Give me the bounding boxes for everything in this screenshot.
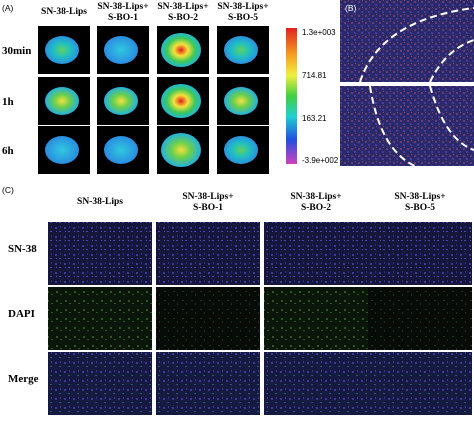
label-line: S-BO-2 (301, 203, 331, 213)
label-line: SN-38-Lips+ (157, 2, 208, 12)
boundary-line (359, 7, 474, 83)
panel-label: (B) (345, 3, 357, 13)
column-label: SN-38-Lips (41, 7, 87, 17)
row-label: DAPI (8, 308, 35, 320)
column-label: SN-38-Lips+ S-BO-2 (157, 2, 208, 23)
micrograph (264, 222, 368, 285)
row-label: Merge (8, 373, 39, 385)
boundary-line (369, 85, 416, 167)
column-label: SN-38-Lips+ S-BO-5 (394, 192, 445, 213)
label-line: SN-38-Lips (41, 7, 87, 17)
micrograph (264, 287, 368, 350)
micrograph (156, 222, 260, 285)
signal-blob (161, 84, 201, 118)
micrograph (156, 287, 260, 350)
label-line: SN-38-Lips+ (290, 192, 341, 202)
micrograph (48, 352, 152, 415)
column-label: SN-38-Lips+ S-BO-2 (290, 192, 341, 213)
tissue-image (340, 0, 474, 82)
signal-blob (224, 36, 258, 64)
label-line: S-BO-5 (228, 13, 258, 23)
signal-blob (45, 136, 79, 164)
micrograph (48, 222, 152, 285)
signal-blob (104, 36, 138, 64)
micrograph (368, 222, 472, 285)
label-line: S-BO-1 (193, 203, 223, 213)
signal-blob (45, 87, 79, 115)
signal-blob (161, 33, 201, 67)
column-label: SN-38-Lips+ S-BO-5 (217, 2, 268, 23)
signal-blob (104, 87, 138, 115)
signal-blob (224, 87, 258, 115)
signal-blob (45, 36, 79, 64)
label-line: S-BO-1 (108, 13, 138, 23)
row-label: 6h (2, 145, 14, 157)
boundary-line (429, 85, 474, 151)
micrograph (368, 352, 472, 415)
panel-label: (A) (2, 3, 14, 13)
micrograph (156, 352, 260, 415)
label-line: S-BO-5 (405, 203, 435, 213)
boundary-line (429, 39, 474, 83)
row-label: 1h (2, 96, 14, 108)
column-label: SN-38-Lips+ S-BO-1 (97, 2, 148, 23)
label-line: SN-38-Lips+ (217, 2, 268, 12)
row-label: SN-38 (8, 243, 37, 255)
label-line: SN-38-Lips+ (97, 2, 148, 12)
column-label: SN-38-Lips+ S-BO-1 (182, 192, 233, 213)
colorbar-label: 714.81 (302, 71, 327, 80)
colorbar (286, 28, 297, 164)
micrograph (48, 287, 152, 350)
micrograph (264, 352, 368, 415)
signal-blob (161, 133, 201, 167)
label-line: SN-38-Lips+ (394, 192, 445, 202)
label-line: SN-38-Lips (77, 197, 123, 207)
signal-blob (224, 136, 258, 164)
panel-label: (C) (2, 185, 14, 195)
tissue-image (340, 86, 474, 166)
colorbar-label: 163.21 (302, 114, 327, 123)
signal-blob (104, 136, 138, 164)
colorbar-label: -3.9e+002 (302, 156, 339, 165)
micrograph (368, 287, 472, 350)
row-label: 30min (2, 45, 31, 57)
colorbar-label: 1.3e+003 (302, 28, 336, 37)
label-line: SN-38-Lips+ (182, 192, 233, 202)
label-line: S-BO-2 (168, 13, 198, 23)
column-label: SN-38-Lips (77, 197, 123, 207)
